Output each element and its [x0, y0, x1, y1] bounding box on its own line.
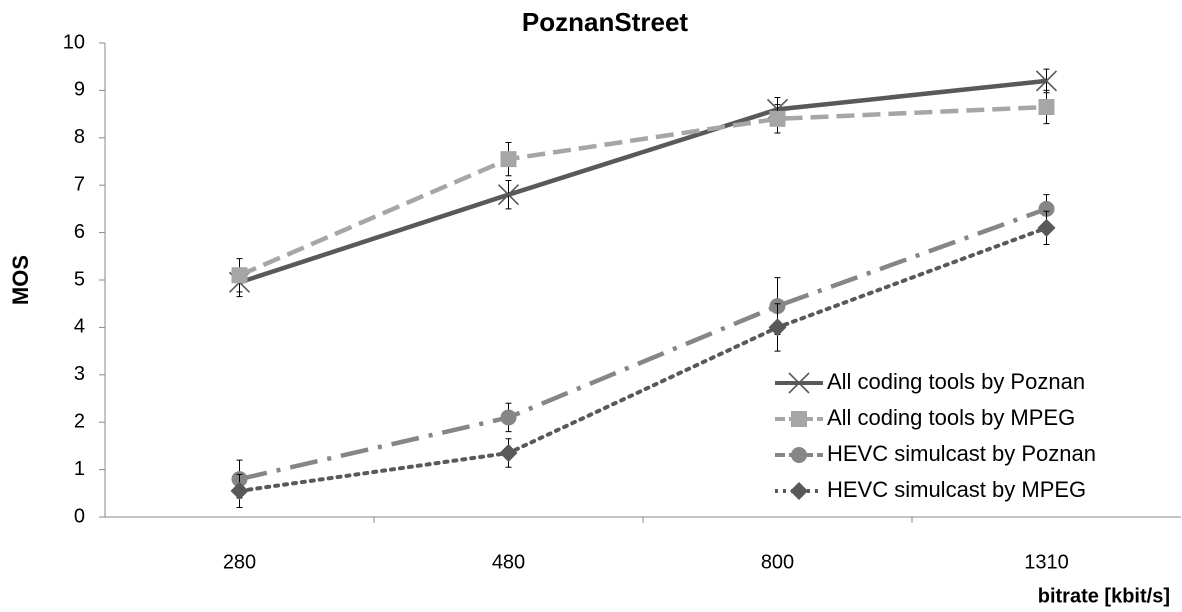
marker — [230, 481, 249, 500]
marker — [231, 267, 248, 284]
y-tick-label: 6 — [74, 221, 85, 243]
legend: All coding tools by Poznan All coding too… — [775, 369, 1096, 502]
legend-label: HEVC simulcast by MPEG — [827, 477, 1086, 502]
x-tick-label: 480 — [492, 551, 525, 573]
marker — [1035, 70, 1058, 92]
x-axis-label: bitrate [kbit/s] — [1038, 585, 1170, 607]
marker — [1038, 200, 1055, 217]
series-line — [237, 225, 1049, 493]
marker — [500, 151, 517, 168]
legend-label: All coding tools by Poznan — [827, 369, 1085, 394]
marker — [790, 482, 808, 500]
marker — [499, 444, 518, 463]
marker — [788, 372, 810, 394]
series-line — [238, 104, 1047, 278]
y-tick-label: 4 — [74, 316, 85, 338]
legend-label: HEVC simulcast by Poznan — [827, 441, 1096, 466]
legend-label: All coding tools by MPEG — [827, 405, 1075, 430]
series-line — [238, 206, 1048, 482]
y-tick-label: 8 — [74, 126, 85, 148]
y-tick-label: 10 — [63, 31, 85, 53]
y-tick-label: 2 — [74, 410, 85, 432]
y-tick-label: 5 — [74, 268, 85, 290]
x-tick-label: 280 — [223, 551, 256, 573]
marker — [769, 110, 786, 127]
marker — [500, 409, 517, 426]
chart-title: PoznanStreet — [522, 7, 688, 37]
y-tick-label: 7 — [74, 173, 85, 195]
y-tick-label: 3 — [74, 363, 85, 385]
marker — [791, 447, 807, 463]
y-tick-label: 9 — [74, 79, 85, 101]
x-tick-label: 1310 — [1024, 551, 1069, 573]
y-tick-label: 1 — [74, 458, 85, 480]
marker — [768, 318, 787, 337]
marker — [497, 184, 520, 206]
marker — [1038, 98, 1055, 115]
y-tick-label: 0 — [74, 505, 85, 527]
y-axis-label: MOS — [8, 255, 33, 305]
x-tick-label: 800 — [761, 551, 794, 573]
series-line — [238, 78, 1047, 285]
marker — [791, 411, 807, 427]
marker — [1037, 218, 1056, 237]
